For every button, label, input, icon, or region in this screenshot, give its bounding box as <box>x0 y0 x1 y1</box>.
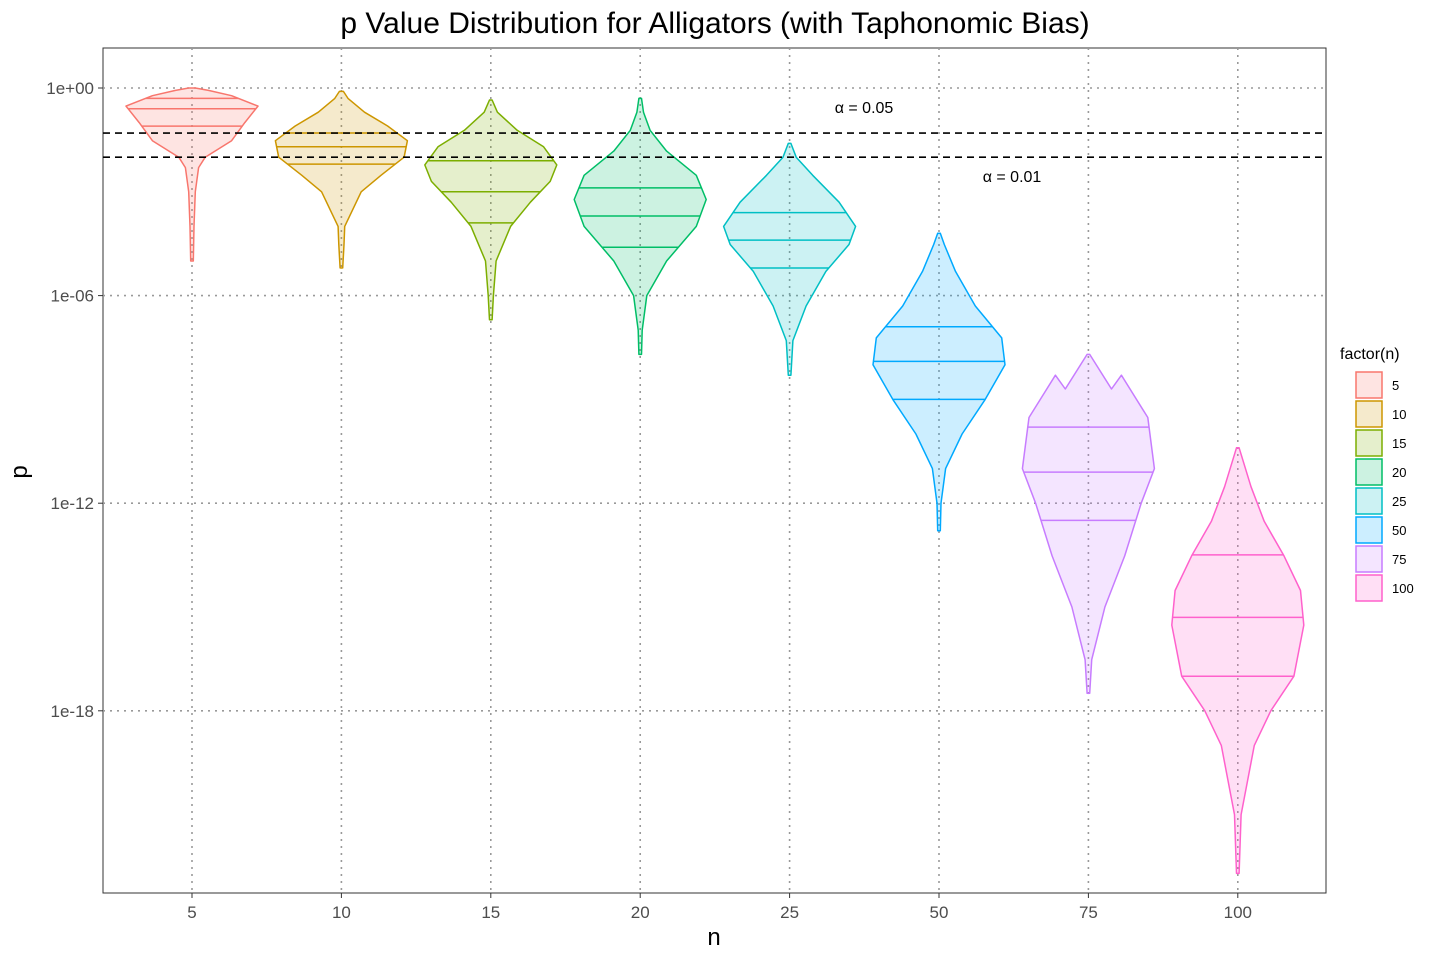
x-tick-label: 25 <box>780 903 799 922</box>
x-tick-label: 15 <box>481 903 500 922</box>
legend-key-5 <box>1355 371 1383 399</box>
legend-title: factor(n) <box>1340 346 1400 363</box>
x-tick-label: 75 <box>1079 903 1098 922</box>
violin-50 <box>872 232 1006 532</box>
legend-key-75 <box>1355 545 1383 573</box>
violins <box>125 87 1305 875</box>
legend-label-50: 50 <box>1392 523 1406 538</box>
y-axis-ticks: 1e+00 1e-06 1e-12 1e-18 <box>46 79 103 721</box>
legend-label-20: 20 <box>1392 465 1406 480</box>
legend-key-10 <box>1355 400 1383 428</box>
x-axis-title: n <box>707 924 720 951</box>
x-tick-label: 5 <box>187 903 196 922</box>
alpha-label-1: α = 0.01 <box>983 169 1042 186</box>
violin-15 <box>424 99 558 321</box>
legend-key-100 <box>1355 574 1383 602</box>
legend-label-10: 10 <box>1392 407 1406 422</box>
y-tick-label: 1e-06 <box>51 287 94 306</box>
y-tick-label: 1e-12 <box>51 494 94 513</box>
violin-5 <box>125 87 259 262</box>
violin-10 <box>274 90 409 269</box>
legend-label-25: 25 <box>1392 494 1406 509</box>
legend-key-15 <box>1355 429 1383 457</box>
y-tick-label: 1e-18 <box>51 702 94 721</box>
x-tick-label: 10 <box>332 903 351 922</box>
legend-key-20 <box>1355 458 1383 486</box>
grid-lines <box>103 48 1326 893</box>
legend-label-5: 5 <box>1392 378 1399 393</box>
legend-label-100: 100 <box>1392 581 1414 596</box>
legend-key-25 <box>1355 487 1383 515</box>
violin-20 <box>573 97 707 356</box>
alpha-lines: α = 0.05 α = 0.01 <box>103 100 1326 186</box>
y-tick-label: 1e+00 <box>46 79 94 98</box>
y-axis-title: p <box>6 465 33 478</box>
legend-label-15: 15 <box>1392 436 1406 451</box>
alpha-label-0: α = 0.05 <box>835 100 894 117</box>
x-tick-label: 20 <box>631 903 650 922</box>
plot-panel <box>102 47 1327 894</box>
legend-label-75: 75 <box>1392 552 1406 567</box>
violin-25 <box>722 142 857 376</box>
x-tick-label: 100 <box>1224 903 1252 922</box>
x-tick-label: 50 <box>930 903 949 922</box>
legend: factor(n) 5 10 15 20 25 50 75 100 <box>1340 346 1414 602</box>
x-axis-ticks: 5 10 15 20 25 50 75 100 <box>187 893 1252 922</box>
chart-title: p Value Distribution for Alligators (wit… <box>340 7 1089 40</box>
legend-key-50 <box>1355 516 1383 544</box>
violin-75 <box>1021 353 1156 695</box>
